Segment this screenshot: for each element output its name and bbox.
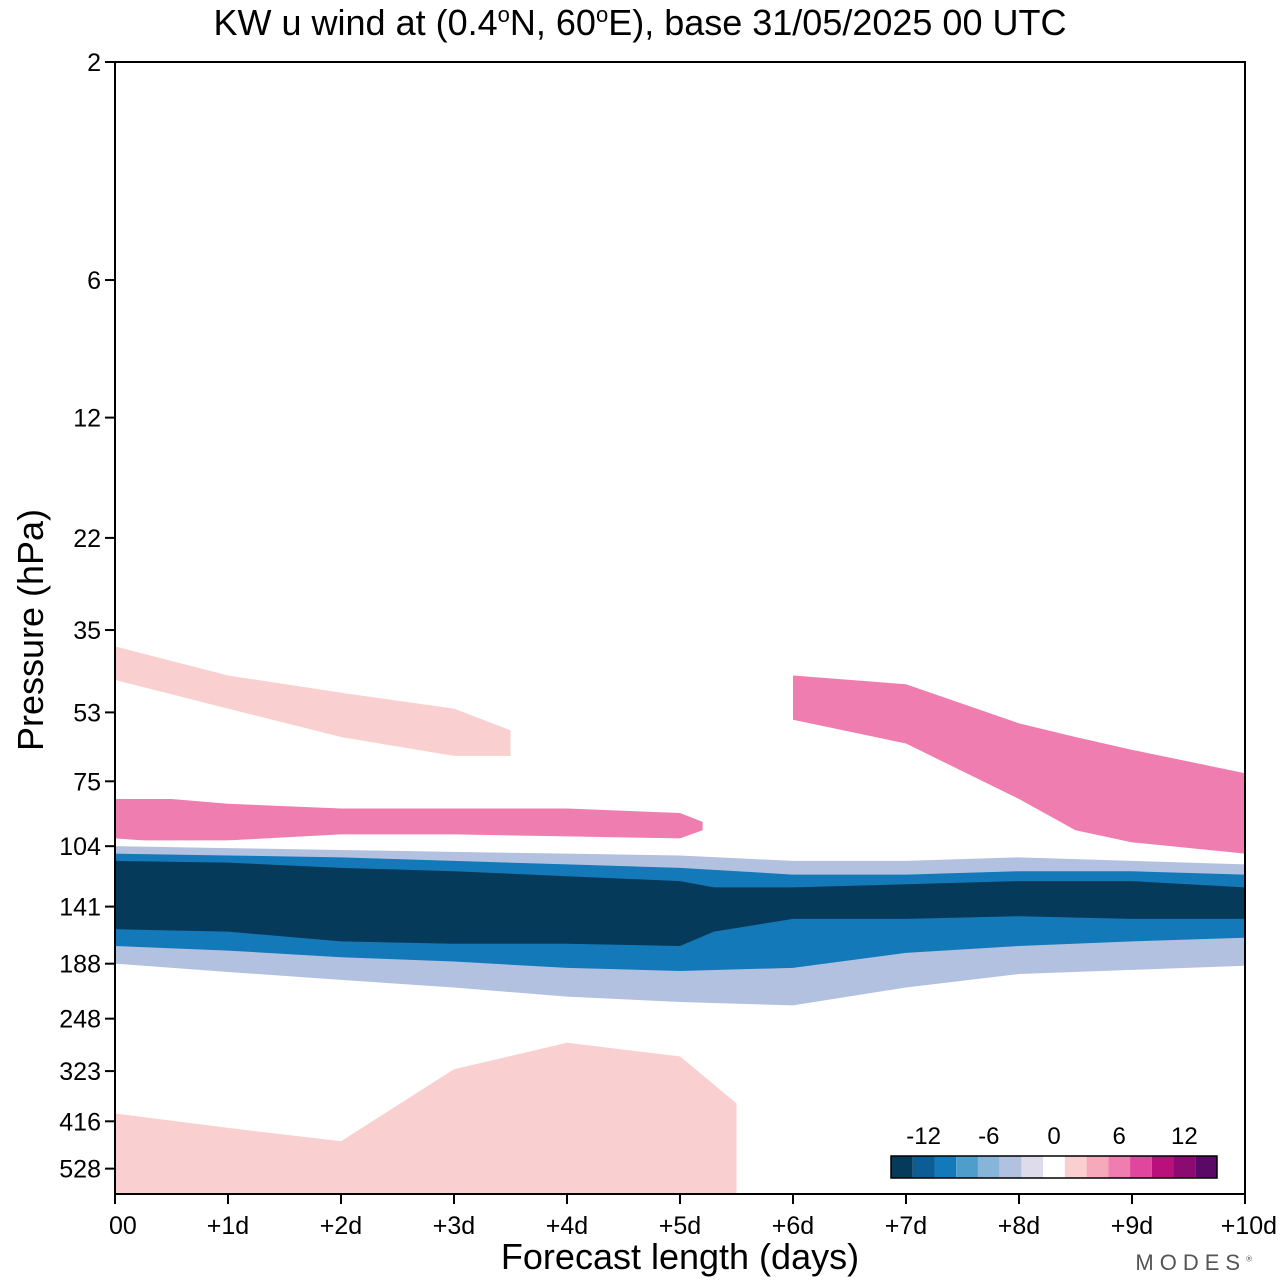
x-tick-label: +4d [546,1212,588,1240]
contour-band [793,675,1245,854]
contour-band [115,646,511,756]
y-tick-label: 188 [59,951,101,979]
x-tick-label: 00 [109,1212,137,1240]
y-tick-label: 248 [59,1006,101,1034]
x-tick-label: +3d [433,1212,475,1240]
colorbar-swatch [1021,1156,1044,1178]
contour-bands [115,646,1245,1194]
colorbar-tick-label: -12 [906,1123,941,1150]
x-tick-label: +6d [772,1212,814,1240]
colorbar-swatch [1195,1156,1217,1178]
contour-band [115,1042,737,1194]
colorbar-swatch [977,1156,1000,1178]
colorbar-swatch [1108,1156,1131,1178]
y-tick-label: 12 [73,405,101,433]
x-tick-label: +2d [320,1212,362,1240]
y-axis-label: Pressure (hPa) [10,508,51,752]
x-axis: 00 +1d +2d +3d +4d +5d +6d +7d +8d +9d +10d [109,1194,1277,1240]
colorbar-swatch [1086,1156,1109,1178]
y-tick-label: 2 [87,49,101,77]
y-tick-label: 35 [73,617,101,645]
x-tick-label: +1d [207,1212,249,1240]
colorbar-tick-label: 0 [1047,1123,1060,1150]
colorbar-swatch [934,1156,957,1178]
y-tick-label: 528 [59,1156,101,1184]
colorbar-tick-label: 6 [1113,1123,1126,1150]
colorbar-swatch [1173,1156,1196,1178]
y-axis: 2 6 12 22 35 53 75 104 141 188 248 323 416 528 [59,49,115,1184]
colorbar-swatch [891,1156,913,1178]
y-tick-label: 323 [59,1058,101,1086]
colorbar-swatch [1130,1156,1152,1178]
x-tick-label: +8d [998,1212,1040,1240]
colorbar-tick-label: -6 [978,1123,999,1150]
chart-title: KW u wind at (0.4oN, 60oE), base 31/05/2… [213,2,1067,43]
y-tick-label: 22 [73,525,101,553]
colorbar-swatch [956,1156,978,1178]
y-tick-label: 416 [59,1108,101,1136]
y-tick-label: 53 [73,699,101,727]
colorbar-swatch [1064,1156,1087,1178]
x-tick-label: +10d [1221,1212,1277,1240]
colorbar-frame [890,1155,1218,1179]
colorbar-swatch [1151,1156,1174,1178]
y-tick-label: 104 [59,833,101,861]
modes-logo: MODES® [1135,1250,1252,1275]
y-tick-label: 6 [87,267,101,295]
x-tick-label: +7d [885,1212,927,1240]
y-tick-label: 141 [59,894,101,922]
colorbar-swatch [999,1156,1022,1178]
colorbar: -12 -6 0 6 12 [890,1123,1218,1179]
y-tick-label: 75 [73,768,101,796]
contour-band [115,860,1245,947]
colorbar-tick-label: 12 [1171,1123,1198,1150]
x-tick-label: +5d [659,1212,701,1240]
x-tick-label: +9d [1111,1212,1153,1240]
contour-band [115,799,703,843]
colorbar-swatch [1043,1156,1065,1178]
x-axis-label: Forecast length (days) [500,1236,860,1277]
colorbar-swatch [912,1156,935,1178]
